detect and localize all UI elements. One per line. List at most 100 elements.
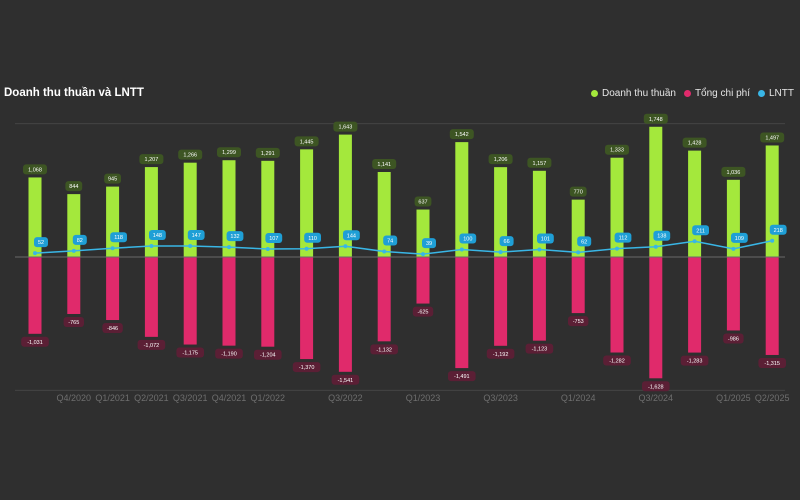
bar-revenue[interactable]	[649, 126, 663, 257]
data-label-profit-label: 52	[38, 240, 44, 246]
bar-revenue[interactable]	[494, 167, 508, 257]
legend-item-cost[interactable]: Tổng chi phí	[683, 88, 750, 99]
point-profit[interactable]	[731, 246, 736, 251]
data-label-revenue-label: 1,445	[300, 139, 314, 145]
bar-revenue[interactable]	[416, 209, 430, 257]
data-label-cost-label: -625	[417, 310, 428, 316]
legend-item-profit[interactable]: LNTT	[758, 88, 794, 99]
data-label-cost-badge	[603, 355, 631, 366]
bar-cost[interactable]	[416, 257, 430, 304]
data-label-profit-label: 110	[308, 236, 317, 242]
bar-cost[interactable]	[455, 257, 469, 369]
data-label-cost-label: -1,175	[182, 351, 198, 357]
point-profit[interactable]	[227, 245, 231, 250]
data-label-revenue-label: 1,291	[261, 151, 275, 157]
bar-cost[interactable]	[532, 257, 546, 341]
bar-cost[interactable]	[338, 257, 352, 372]
point-profit[interactable]	[692, 239, 697, 244]
point-profit[interactable]	[770, 238, 775, 243]
data-label-cost-label: -1,315	[764, 361, 780, 367]
bar-revenue[interactable]	[726, 179, 740, 257]
data-label-profit-badge	[149, 229, 166, 240]
data-label-profit-badge	[72, 234, 87, 245]
point-profit[interactable]	[33, 251, 37, 256]
bar-cost[interactable]	[183, 257, 197, 345]
data-label-profit-badge	[692, 225, 709, 236]
data-label-revenue-label: 1,643	[339, 125, 353, 131]
bar-cost[interactable]	[610, 257, 624, 353]
bar-revenue[interactable]	[261, 160, 275, 257]
data-label-cost-badge	[102, 323, 123, 334]
point-profit[interactable]	[421, 252, 425, 257]
data-label-cost-badge	[63, 316, 84, 327]
data-label-profit-badge	[383, 235, 398, 246]
data-label-profit-label: 109	[735, 236, 744, 242]
point-profit[interactable]	[149, 243, 154, 248]
point-profit[interactable]	[498, 250, 503, 255]
bar-cost[interactable]	[106, 257, 120, 321]
bar-revenue[interactable]	[455, 142, 469, 257]
point-profit[interactable]	[71, 248, 76, 253]
data-label-cost-label: -1,192	[493, 352, 509, 358]
data-label-revenue-badge	[488, 154, 513, 165]
bar-revenue[interactable]	[300, 149, 314, 257]
point-profit[interactable]	[653, 244, 658, 249]
data-label-profit-badge	[187, 230, 205, 241]
point-profit[interactable]	[382, 249, 387, 254]
point-profit[interactable]	[537, 247, 542, 252]
data-label-cost-badge	[642, 381, 670, 392]
data-label-revenue-label: 1,036	[727, 170, 741, 176]
bar-revenue[interactable]	[571, 199, 585, 257]
bar-cost[interactable]	[377, 257, 391, 342]
data-label-cost-label: -753	[573, 319, 584, 325]
bar-cost[interactable]	[726, 257, 740, 331]
data-label-cost-badge	[525, 343, 554, 354]
point-profit[interactable]	[265, 247, 270, 252]
data-label-revenue-label: 637	[418, 200, 427, 206]
point-profit[interactable]	[304, 246, 309, 251]
bar-cost[interactable]	[688, 257, 702, 353]
legend-item-revenue[interactable]: Doanh thu thuần	[591, 88, 676, 99]
data-label-cost-label: -1,491	[454, 374, 470, 380]
data-label-cost-label: -1,190	[221, 352, 237, 358]
point-profit[interactable]	[459, 247, 464, 252]
bar-cost[interactable]	[765, 257, 779, 355]
data-label-profit-badge	[577, 236, 592, 247]
point-profit[interactable]	[110, 246, 115, 251]
bar-cost[interactable]	[571, 257, 585, 314]
bar-revenue[interactable]	[28, 177, 42, 257]
data-label-profit-badge	[265, 233, 283, 244]
legend-label-revenue: Doanh thu thuần	[602, 88, 676, 99]
data-label-cost-label: -1,541	[338, 378, 354, 384]
bar-cost[interactable]	[300, 257, 314, 360]
data-label-cost-label: -846	[107, 326, 118, 332]
data-label-profit-badge	[731, 232, 748, 243]
data-label-revenue-badge	[23, 164, 47, 175]
data-label-profit-label: 138	[657, 234, 666, 240]
bar-cost[interactable]	[261, 257, 275, 347]
data-label-revenue-label: 844	[69, 184, 78, 190]
line-profit	[34, 240, 773, 255]
data-label-cost-label: -765	[68, 320, 79, 326]
bar-cost[interactable]	[144, 257, 158, 337]
bar-cost[interactable]	[649, 257, 663, 379]
bar-revenue[interactable]	[338, 134, 352, 257]
point-profit[interactable]	[188, 244, 193, 249]
data-label-profit-label: 82	[77, 238, 83, 244]
data-label-profit-label: 144	[347, 233, 356, 239]
point-profit[interactable]	[615, 246, 619, 251]
bar-revenue[interactable]	[67, 194, 81, 257]
bar-revenue[interactable]	[532, 170, 546, 257]
point-profit[interactable]	[343, 244, 348, 249]
bar-revenue[interactable]	[183, 162, 197, 257]
bar-cost[interactable]	[494, 257, 508, 346]
bar-revenue[interactable]	[144, 167, 158, 257]
bar-cost[interactable]	[67, 257, 81, 314]
data-label-profit-badge	[769, 224, 787, 235]
bar-cost[interactable]	[222, 257, 236, 346]
bar-cost[interactable]	[28, 257, 42, 334]
data-label-revenue-label: 945	[108, 177, 117, 183]
bar-revenue[interactable]	[610, 157, 624, 257]
point-profit[interactable]	[576, 250, 581, 255]
bar-revenue[interactable]	[222, 160, 236, 257]
